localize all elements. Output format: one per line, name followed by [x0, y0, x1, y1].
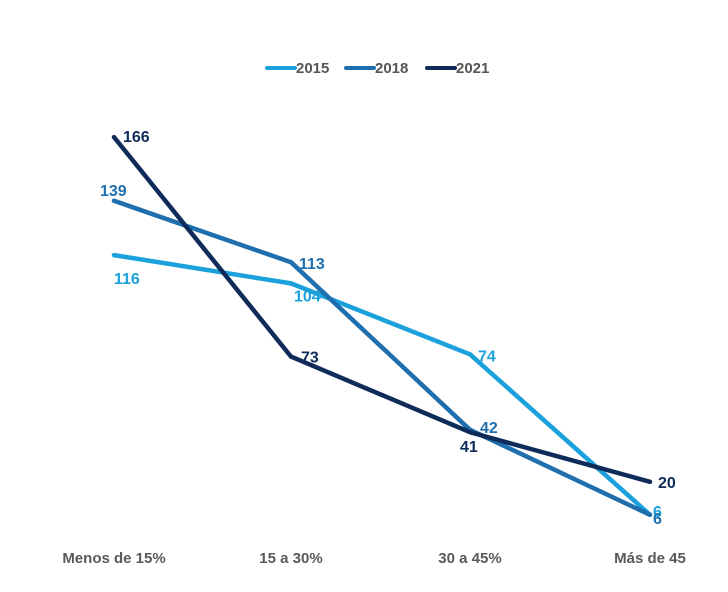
- data-point-2015: [112, 253, 116, 258]
- data-label-2021: 166: [123, 129, 150, 146]
- legend-label-2021: 2021: [456, 60, 489, 77]
- legend-label-2018: 2018: [375, 60, 408, 77]
- data-label-2021: 41: [460, 439, 478, 456]
- data-label-2015: 74: [478, 348, 496, 365]
- data-label-2018: 113: [299, 256, 325, 273]
- series-line-2021: [111, 134, 653, 485]
- data-point-2018: [289, 260, 293, 265]
- data-label-2015: 104: [294, 288, 321, 305]
- data-point-2021: [648, 479, 652, 484]
- series-line-2018: [111, 198, 653, 518]
- data-label-2018: 6: [653, 511, 662, 528]
- data-label-2018: 42: [480, 420, 498, 437]
- data-label-2018: 139: [100, 183, 127, 200]
- x-tick-label: 30 a 45%: [438, 550, 501, 567]
- data-label-2015: 116: [114, 271, 140, 288]
- series-lines: [111, 134, 653, 518]
- x-tick-label: Más de 45: [614, 550, 686, 567]
- data-point-2015: [289, 281, 293, 286]
- data-point-2021: [112, 135, 116, 140]
- data-labels: 116 104 74 6 139 113 42 6 166 73 41 20: [100, 129, 676, 528]
- data-point-2021: [468, 430, 472, 435]
- x-tick-label: Menos de 15%: [62, 550, 165, 567]
- data-label-2021: 73: [301, 350, 319, 367]
- legend: 2015 2018 2021: [265, 60, 489, 77]
- data-label-2015: 6: [653, 504, 662, 521]
- data-point-2018: [648, 512, 652, 517]
- x-axis-labels: Menos de 15% 15 a 30% 30 a 45% Más de 45: [62, 550, 686, 567]
- data-point-2021: [289, 354, 293, 359]
- data-point-2015: [468, 352, 472, 357]
- x-tick-label: 15 a 30%: [259, 550, 322, 567]
- legend-label-2015: 2015: [296, 60, 329, 77]
- data-label-2021: 20: [658, 475, 676, 492]
- data-point-2018: [112, 198, 116, 203]
- series-line-2015: [111, 252, 653, 518]
